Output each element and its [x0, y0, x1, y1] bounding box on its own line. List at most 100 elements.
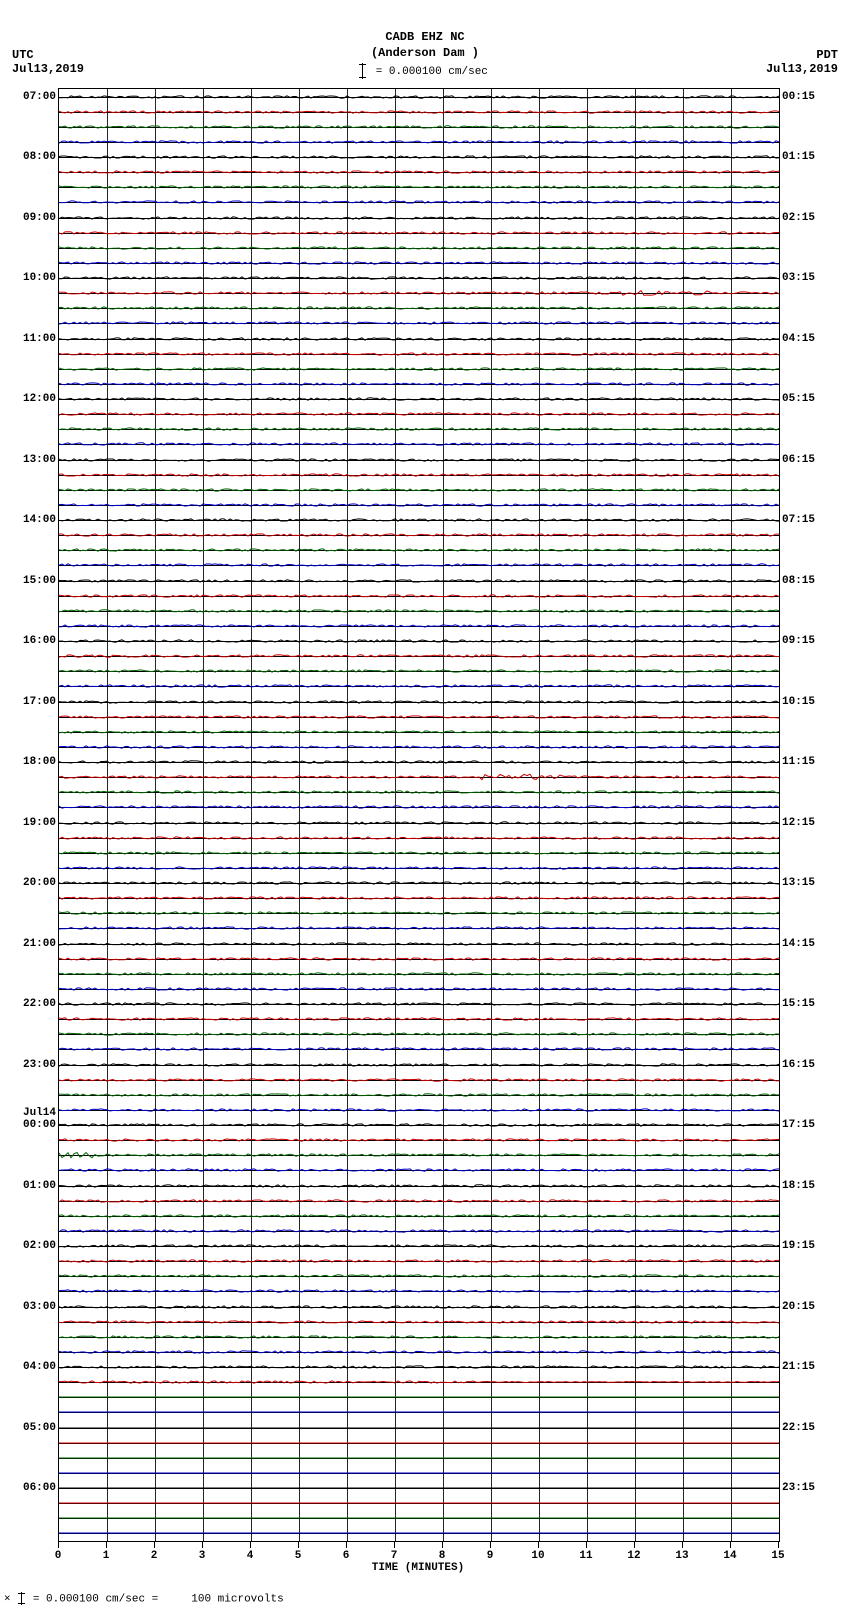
x-tick-label: 14 [723, 1550, 736, 1562]
grid-vertical [107, 89, 108, 1541]
x-tick-label: 7 [391, 1550, 398, 1562]
tz-right-label: PDT [766, 48, 838, 62]
pdt-hour-label: 23:15 [779, 1482, 815, 1494]
grid-horizontal [59, 1231, 779, 1232]
grid-horizontal [59, 1518, 779, 1519]
utc-hour-label: 14:00 [23, 514, 59, 526]
grid-horizontal [59, 702, 779, 703]
grid-horizontal [59, 959, 779, 960]
utc-hour-label: 02:00 [23, 1240, 59, 1252]
grid-horizontal [59, 1140, 779, 1141]
x-tick-label: 2 [151, 1550, 158, 1562]
grid-horizontal [59, 414, 779, 415]
grid-horizontal [59, 535, 779, 536]
pdt-hour-label: 03:15 [779, 272, 815, 284]
pdt-hour-label: 10:15 [779, 696, 815, 708]
chart-header: CADB EHZ NC (Anderson Dam ) [0, 30, 850, 61]
pdt-hour-label: 22:15 [779, 1422, 815, 1434]
grid-vertical [251, 89, 252, 1541]
x-tick-label: 1 [103, 1550, 110, 1562]
grid-horizontal [59, 792, 779, 793]
utc-hour-label: 22:00 [23, 998, 59, 1010]
grid-vertical [635, 89, 636, 1541]
pdt-hour-label: 06:15 [779, 454, 815, 466]
utc-hour-label: 13:00 [23, 454, 59, 466]
x-tick-label: 0 [55, 1550, 62, 1562]
grid-horizontal [59, 1216, 779, 1217]
x-tick-mark [730, 1542, 731, 1548]
grid-vertical [491, 89, 492, 1541]
grid-horizontal [59, 1019, 779, 1020]
pdt-hour-label: 09:15 [779, 635, 815, 647]
grid-horizontal [59, 127, 779, 128]
utc-hour-label: 17:00 [23, 696, 59, 708]
grid-horizontal [59, 1201, 779, 1202]
grid-horizontal [59, 354, 779, 355]
grid-horizontal [59, 460, 779, 461]
utc-hour-label: 16:00 [23, 635, 59, 647]
grid-horizontal [59, 248, 779, 249]
grid-horizontal [59, 399, 779, 400]
grid-vertical [395, 89, 396, 1541]
x-tick-mark [586, 1542, 587, 1548]
scale-text: = 0.000100 cm/sec [376, 66, 488, 78]
grid-horizontal [59, 1004, 779, 1005]
pdt-hour-label: 00:15 [779, 91, 815, 103]
grid-horizontal [59, 444, 779, 445]
utc-hour-label: 08:00 [23, 151, 59, 163]
grid-vertical [347, 89, 348, 1541]
x-tick-mark [106, 1542, 107, 1548]
grid-horizontal [59, 1397, 779, 1398]
grid-horizontal [59, 868, 779, 869]
grid-horizontal [59, 1412, 779, 1413]
footer-prefix: × [4, 1593, 11, 1605]
utc-hour-label: 23:00 [23, 1059, 59, 1071]
utc-hour-label: 00:00 [23, 1119, 59, 1131]
utc-hour-label: 19:00 [23, 817, 59, 829]
grid-horizontal [59, 1125, 779, 1126]
grid-horizontal [59, 112, 779, 113]
grid-horizontal [59, 157, 779, 158]
grid-horizontal [59, 1443, 779, 1444]
grid-horizontal [59, 732, 779, 733]
grid-horizontal [59, 1458, 779, 1459]
utc-hour-label: 18:00 [23, 756, 59, 768]
grid-vertical [203, 89, 204, 1541]
grid-horizontal [59, 172, 779, 173]
grid-horizontal [59, 520, 779, 521]
grid-horizontal [59, 293, 779, 294]
grid-horizontal [59, 1307, 779, 1308]
grid-horizontal [59, 1065, 779, 1066]
x-tick-mark [58, 1542, 59, 1548]
footer-mid: = 0.000100 cm/sec = [33, 1593, 158, 1605]
grid-horizontal [59, 384, 779, 385]
pdt-hour-label: 15:15 [779, 998, 815, 1010]
utc-hour-label: 15:00 [23, 575, 59, 587]
grid-horizontal [59, 1155, 779, 1156]
grid-vertical [587, 89, 588, 1541]
grid-horizontal [59, 853, 779, 854]
day-marker-label: Jul14 [23, 1107, 59, 1119]
grid-horizontal [59, 1488, 779, 1489]
grid-horizontal [59, 550, 779, 551]
pdt-hour-label: 20:15 [779, 1301, 815, 1313]
station-code: CADB EHZ NC [0, 30, 850, 46]
grid-horizontal [59, 1110, 779, 1111]
pdt-hour-label: 19:15 [779, 1240, 815, 1252]
grid-horizontal [59, 1095, 779, 1096]
grid-vertical [731, 89, 732, 1541]
pdt-hour-label: 08:15 [779, 575, 815, 587]
pdt-hour-label: 11:15 [779, 756, 815, 768]
utc-hour-label: 09:00 [23, 212, 59, 224]
x-tick-mark [490, 1542, 491, 1548]
grid-horizontal [59, 233, 779, 234]
x-tick-label: 9 [487, 1550, 494, 1562]
grid-horizontal [59, 626, 779, 627]
grid-horizontal [59, 671, 779, 672]
grid-horizontal [59, 1382, 779, 1383]
grid-vertical [299, 89, 300, 1541]
utc-hour-label: 12:00 [23, 393, 59, 405]
grid-horizontal [59, 1034, 779, 1035]
x-tick-mark [250, 1542, 251, 1548]
grid-horizontal [59, 97, 779, 98]
